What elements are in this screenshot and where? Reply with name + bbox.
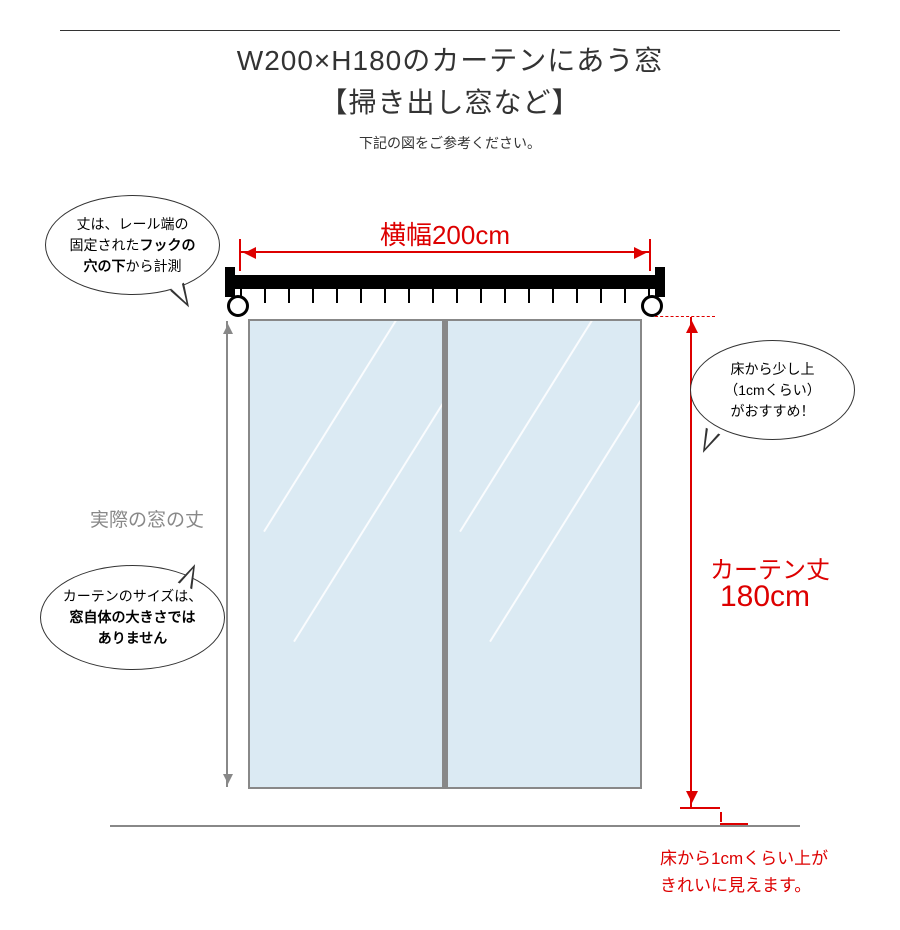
- diagram-stage: 横幅200cm 実際の窓の丈 カーテン丈 180cm 床から1cmくらい上が き…: [0, 195, 900, 930]
- bubble-hook-measure: 丈は、レール端の 固定されたフックの 穴の下から計測: [45, 195, 220, 295]
- window-pane-right: [445, 321, 640, 787]
- curtain-rail: [235, 275, 655, 289]
- floor-note: 床から1cmくらい上が きれいに見えます。: [660, 845, 828, 899]
- bubble3-tail: [696, 428, 721, 457]
- rail-endcap-left: [225, 267, 235, 297]
- bubble1-line2a: 固定された: [70, 237, 140, 253]
- bubble3-line2: （1cmくらい）: [724, 382, 820, 398]
- curtain-ring-left: [227, 295, 249, 317]
- width-dimension-label: 横幅200cm: [300, 215, 590, 252]
- bubble3-line1: 床から少し上: [730, 361, 814, 377]
- width-dimension-line: [240, 251, 650, 253]
- bubble1-line2b: フックの: [140, 237, 196, 253]
- rail-endcap-right: [655, 267, 665, 297]
- window-pane-left: [250, 321, 445, 787]
- page-subtitle: 【掃き出し窓など】: [0, 81, 900, 121]
- reference-note: 下記の図をご参考ください。: [0, 133, 900, 153]
- bubble1-line1: 丈は、レール端の: [77, 216, 189, 232]
- floor-gap-mark: [720, 823, 748, 825]
- curtain-dim-tick-bottom: [680, 807, 720, 809]
- bubble1-line3b: から計測: [126, 258, 182, 274]
- floor-note-line1: 床から1cmくらい上が: [660, 849, 828, 868]
- bubble2-line2: 窓自体の大きさでは: [70, 609, 196, 625]
- bubble-size-note: カーテンのサイズは、 窓自体の大きさでは ありません: [40, 565, 225, 670]
- bubble1-line3a: 穴の下: [84, 258, 126, 274]
- window-height-dimension: [226, 321, 228, 787]
- floor-note-line2: きれいに見えます。: [660, 876, 811, 895]
- window-height-label: 実際の窓の丈: [90, 505, 204, 532]
- page-title: W200×H180のカーテンにあう窓: [0, 39, 900, 79]
- divider-top: [60, 30, 840, 31]
- window-mullion: [442, 321, 448, 787]
- rail-hooks: [240, 289, 650, 303]
- bubble2-line1: カーテンのサイズは、: [63, 588, 203, 604]
- bubble2-line3: ありません: [98, 630, 168, 646]
- window-frame: [248, 319, 642, 789]
- bubble3-line3: がおすすめ！: [730, 403, 814, 419]
- curtain-length-value: 180cm: [720, 580, 810, 614]
- bubble-floor-tip: 床から少し上 （1cmくらい） がおすすめ！: [690, 340, 855, 440]
- curtain-ring-right: [641, 295, 663, 317]
- curtain-dim-tick-top: [655, 316, 715, 317]
- floor-line: [110, 825, 800, 827]
- floor-gap-tick: [720, 812, 722, 822]
- bubble1-tail: [170, 283, 196, 312]
